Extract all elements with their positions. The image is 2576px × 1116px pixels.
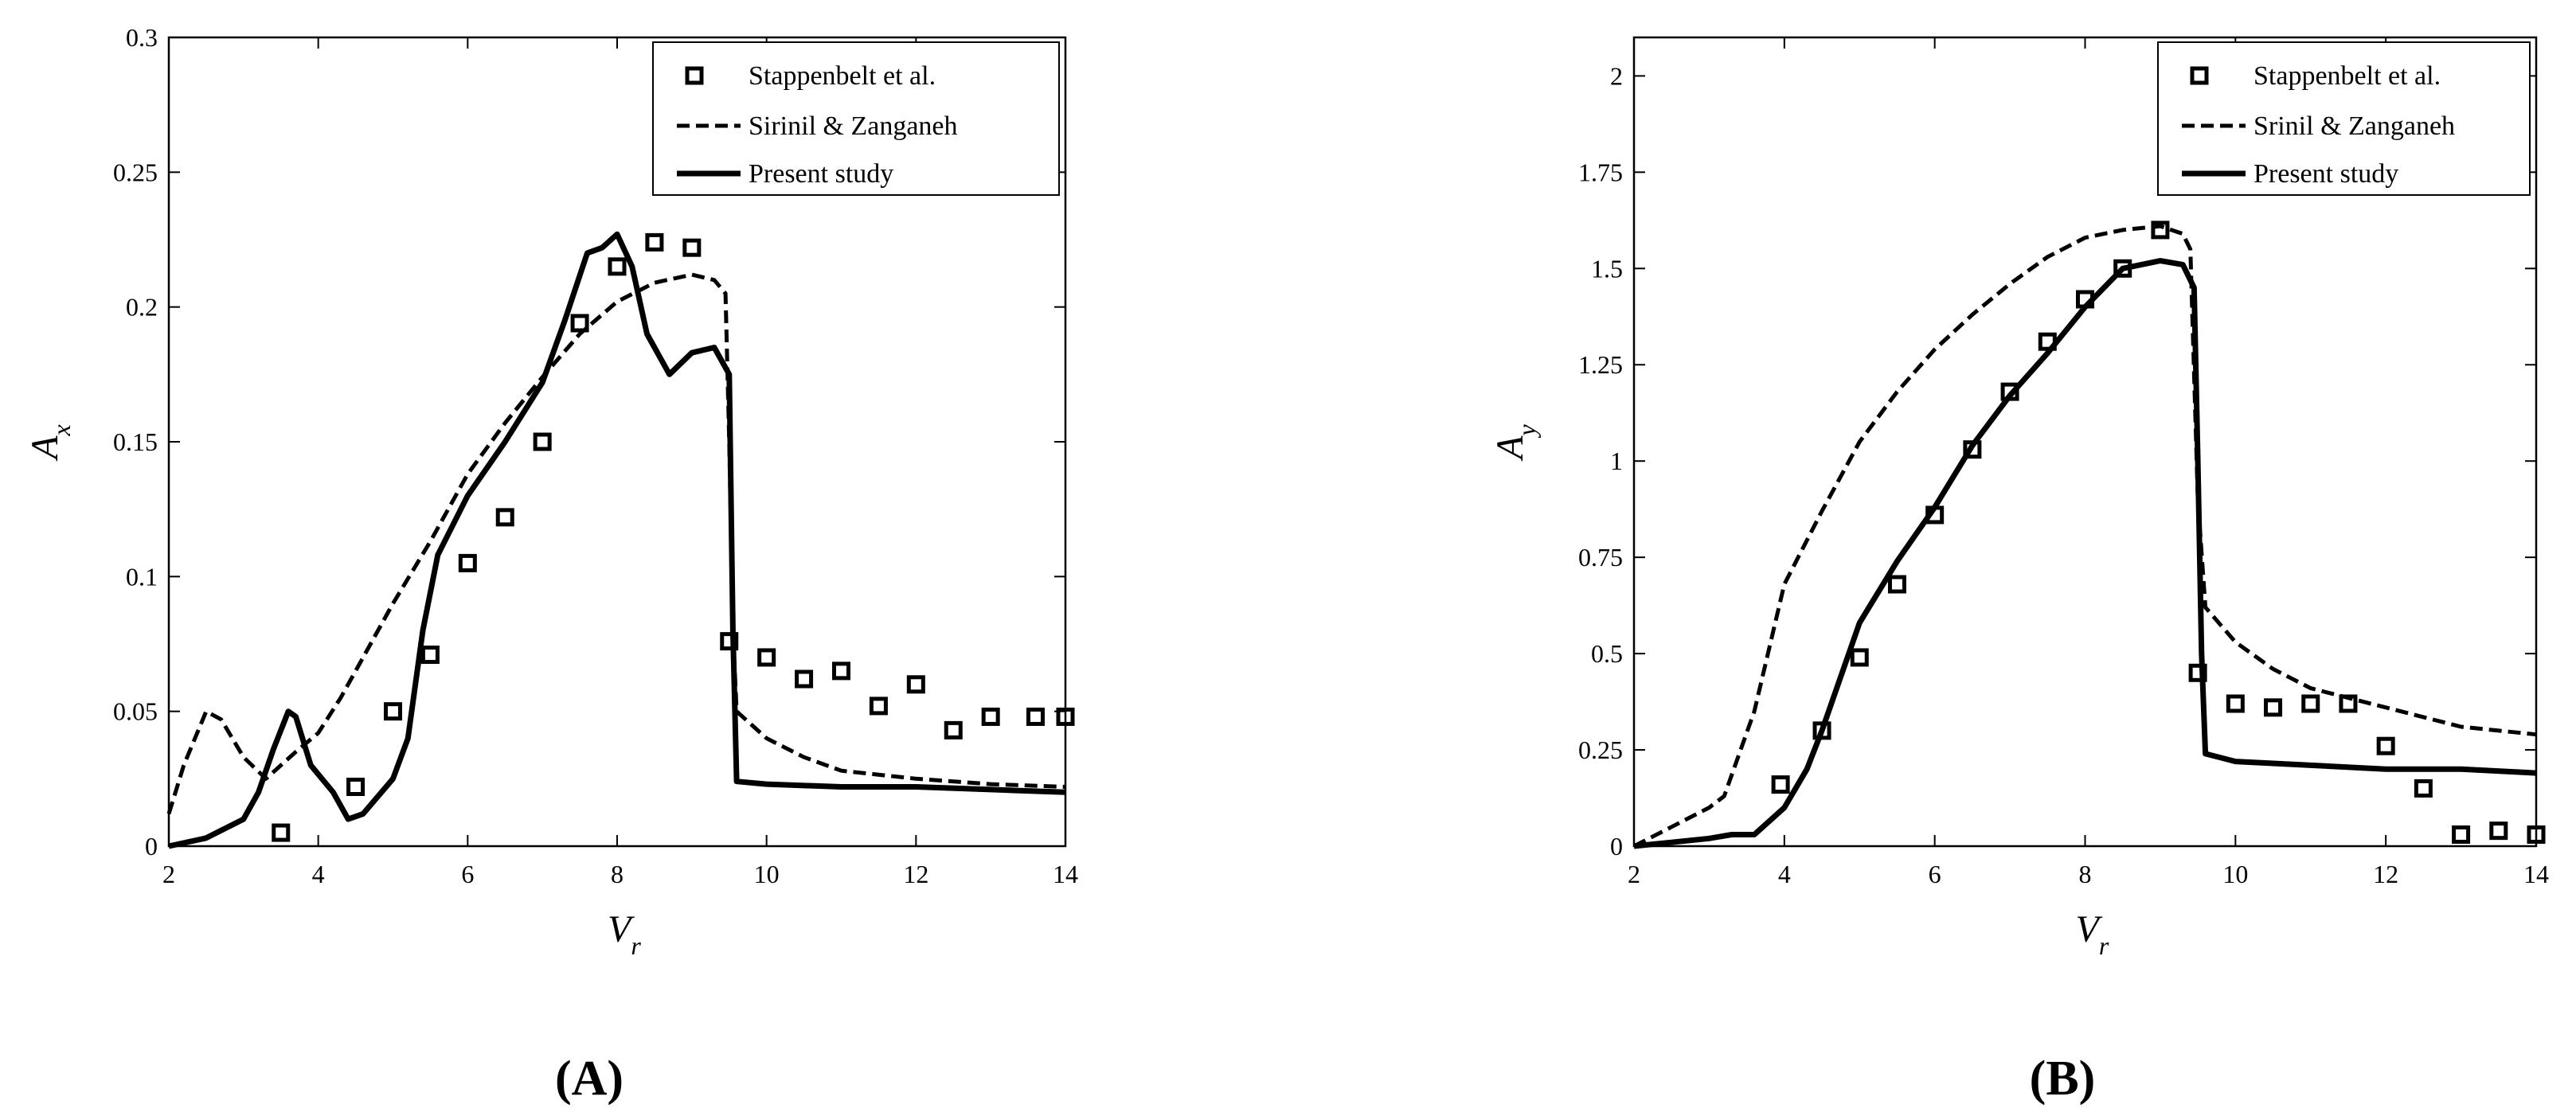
legend-marker-square bbox=[2190, 66, 2209, 85]
data-point-stappenbelt bbox=[2301, 694, 2320, 713]
legend-marker-square bbox=[685, 66, 704, 85]
x-tick-label: 14 bbox=[1053, 860, 1078, 888]
y-tick-label: 0.15 bbox=[113, 427, 158, 456]
legend-label: Sirinil & Zanganeh bbox=[749, 111, 958, 141]
x-tick-label: 12 bbox=[903, 860, 928, 888]
y-tick-label: 0.25 bbox=[113, 158, 158, 186]
data-point-stappenbelt bbox=[420, 646, 440, 665]
x-axis-label-sub: r bbox=[2099, 931, 2109, 960]
legend-label: Stappenbelt et al. bbox=[749, 61, 936, 91]
data-point-stappenbelt bbox=[2452, 825, 2471, 844]
series-line-srinil-zanganeh bbox=[1632, 224, 2537, 849]
panel-a: 2 4 6 8 10 12 14 0 0.05 0.1 0.15 0.2 0.25 0.3 Vr Ax Stap… bbox=[24, 23, 1078, 1106]
y-tick-label: 2 bbox=[1610, 61, 1623, 90]
data-point-stappenbelt bbox=[384, 702, 402, 721]
x-tick-label: 12 bbox=[2373, 860, 2398, 888]
x-tick-label: 10 bbox=[754, 860, 780, 888]
y-axis-label-main: A bbox=[1489, 435, 1531, 462]
x-tick-label: 6 bbox=[1929, 860, 1941, 888]
data-point-stappenbelt bbox=[2489, 821, 2508, 841]
data-point-stappenbelt bbox=[608, 257, 627, 276]
data-point-stappenbelt bbox=[346, 777, 365, 796]
y-tick-label: 0.3 bbox=[126, 23, 158, 52]
series-line-present-study bbox=[1633, 258, 2537, 849]
y-tick-label: 0.2 bbox=[126, 293, 158, 322]
x-tick-label: 2 bbox=[162, 860, 175, 888]
series-line-present-study bbox=[168, 231, 1066, 849]
data-point-stappenbelt bbox=[533, 432, 552, 451]
x-axis-label-main: V bbox=[608, 908, 635, 950]
y-tick-label: 1 bbox=[1610, 447, 1623, 475]
data-point-stappenbelt bbox=[757, 648, 776, 667]
legend-label: Srinil & Zanganeh bbox=[2254, 111, 2455, 141]
data-point-stappenbelt bbox=[495, 508, 514, 527]
data-point-stappenbelt bbox=[1887, 575, 1906, 594]
x-axis-label-sub: r bbox=[631, 931, 641, 960]
data-point-stappenbelt bbox=[1026, 707, 1045, 726]
y-axis-label: Ax bbox=[24, 424, 76, 462]
x-tick-label: 10 bbox=[2222, 860, 2248, 888]
x-tick-label: 8 bbox=[2079, 860, 2092, 888]
panel-label: (A) bbox=[555, 1052, 623, 1106]
legend-box bbox=[652, 41, 1060, 196]
data-point-stappenbelt bbox=[272, 823, 291, 842]
data-point-stappenbelt bbox=[2264, 698, 2283, 717]
data-point-stappenbelt bbox=[720, 632, 739, 651]
y-tick-label: 0.1 bbox=[126, 562, 158, 591]
x-tick-label: 2 bbox=[1628, 860, 1640, 888]
data-point-stappenbelt bbox=[1850, 648, 1869, 667]
y-axis-label-main: A bbox=[24, 435, 66, 462]
x-tick-label: 8 bbox=[611, 860, 623, 888]
data-point-stappenbelt bbox=[458, 553, 477, 572]
y-axis-label-sub: x bbox=[47, 424, 76, 436]
x-tick-label: 4 bbox=[1778, 860, 1791, 888]
y-tick-label: 0 bbox=[1610, 832, 1623, 860]
y-tick-label: 0.25 bbox=[1578, 736, 1623, 764]
panel-b: 2 4 6 8 10 12 14 0 0.25 0.5 0.75 1 1.25 1.5 1.75 2 Vr Ay S… bbox=[1489, 36, 2549, 1106]
x-tick-label: 14 bbox=[2523, 860, 2549, 888]
data-point-stappenbelt bbox=[832, 661, 850, 681]
data-point-stappenbelt bbox=[2376, 736, 2395, 755]
panel-label: (B) bbox=[2030, 1052, 2096, 1106]
data-point-stappenbelt bbox=[2414, 778, 2433, 798]
data-point-stappenbelt bbox=[570, 314, 589, 333]
data-point-stappenbelt bbox=[2527, 825, 2546, 844]
y-axis-label-sub: y bbox=[1512, 423, 1541, 438]
data-point-stappenbelt bbox=[906, 675, 925, 694]
x-tick-label: 4 bbox=[312, 860, 325, 888]
x-tick-label: 6 bbox=[461, 860, 474, 888]
y-tick-label: 0.05 bbox=[113, 697, 158, 726]
data-point-stappenbelt bbox=[1056, 707, 1075, 726]
legend-box bbox=[2157, 41, 2531, 196]
y-tick-label: 0.75 bbox=[1578, 543, 1623, 572]
data-point-stappenbelt bbox=[645, 232, 664, 252]
y-tick-label: 1.25 bbox=[1578, 350, 1623, 379]
x-axis-label: Vr bbox=[2076, 908, 2109, 960]
legend-label: Stappenbelt et al. bbox=[2254, 61, 2441, 91]
data-point-stappenbelt bbox=[944, 720, 963, 739]
data-point-stappenbelt bbox=[1771, 775, 1790, 794]
x-axis-label: Vr bbox=[608, 908, 641, 960]
data-point-stappenbelt bbox=[981, 707, 1000, 726]
data-point-stappenbelt bbox=[682, 238, 702, 257]
data-point-stappenbelt bbox=[869, 697, 888, 716]
data-point-stappenbelt bbox=[2226, 694, 2245, 713]
y-tick-label: 1.75 bbox=[1578, 158, 1623, 186]
x-axis-label-main: V bbox=[2076, 908, 2103, 950]
y-tick-label: 0 bbox=[145, 832, 158, 860]
legend-label: Present study bbox=[749, 159, 893, 189]
data-point-stappenbelt bbox=[2151, 220, 2170, 240]
y-axis-label: Ay bbox=[1489, 423, 1541, 461]
legend-label: Present study bbox=[2254, 159, 2398, 189]
y-tick-label: 0.5 bbox=[1591, 639, 1623, 668]
data-point-stappenbelt bbox=[795, 669, 814, 689]
y-tick-label: 1.5 bbox=[1591, 254, 1623, 283]
